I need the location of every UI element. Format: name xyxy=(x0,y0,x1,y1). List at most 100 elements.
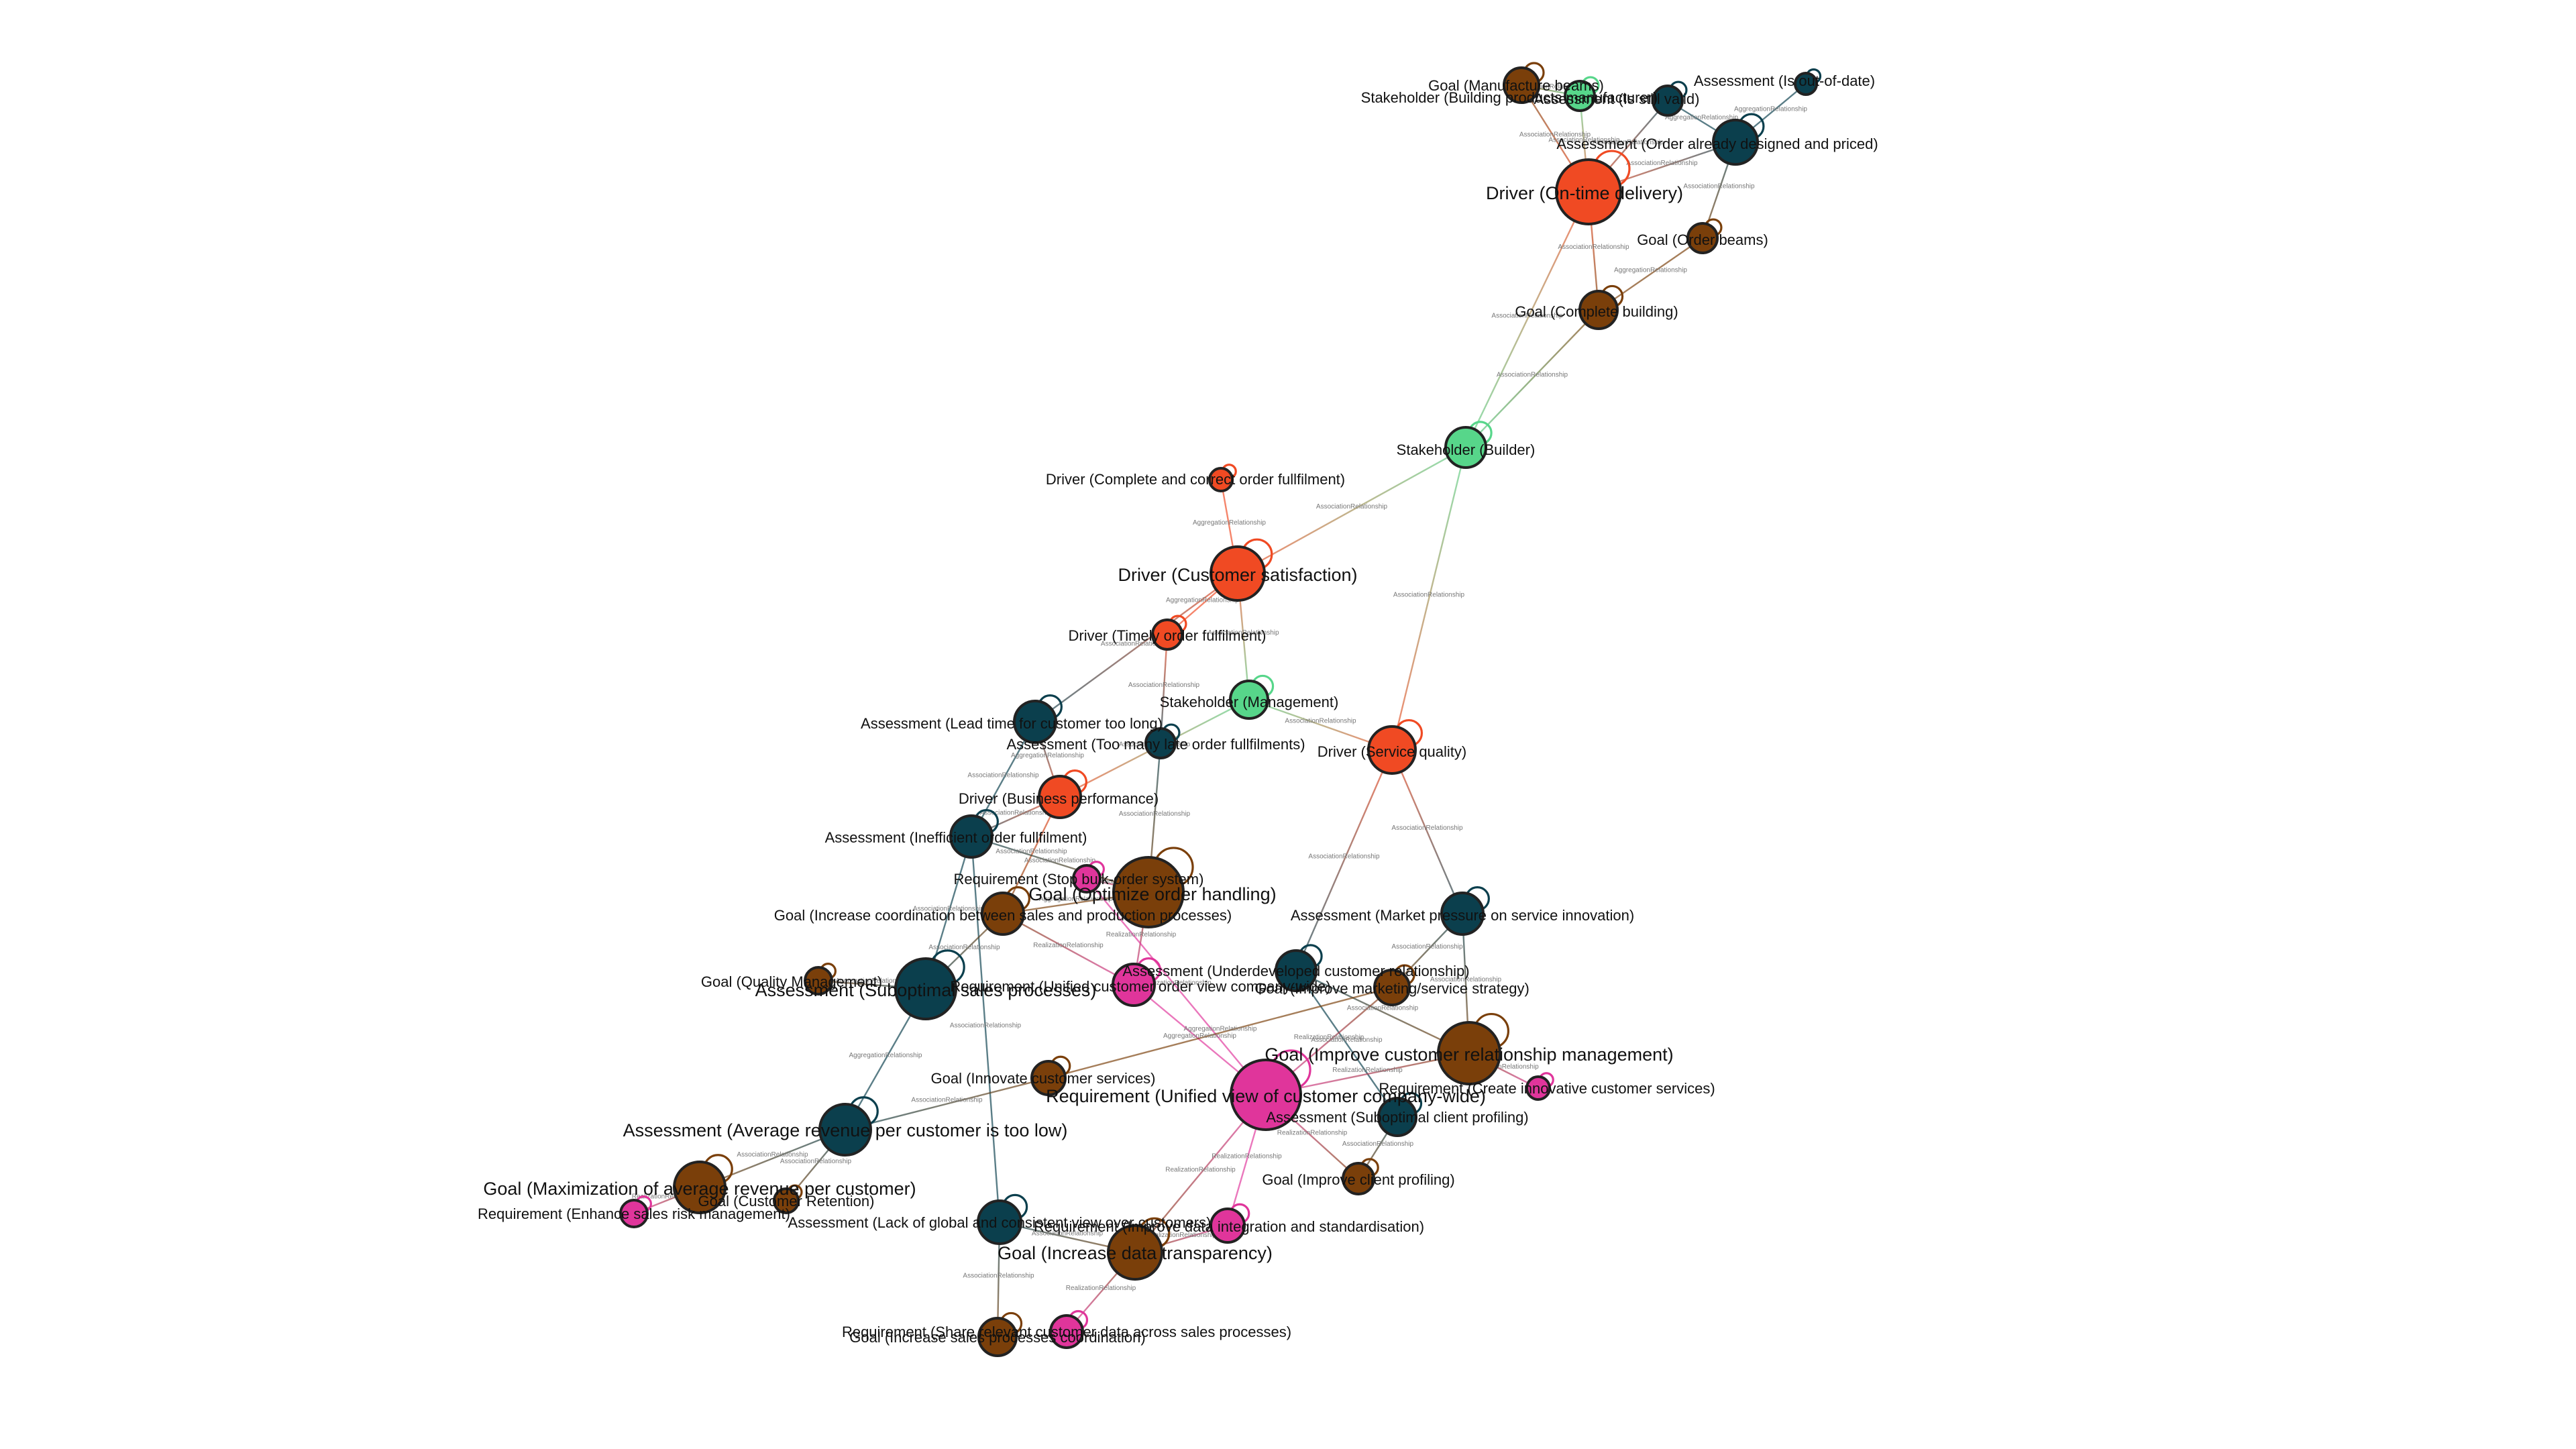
edge-label: AssociationRelationship xyxy=(1593,139,1664,146)
node-label: Goal (Improve customer relationship mana… xyxy=(1265,1044,1673,1065)
node-label: Requirement (Improve data integration an… xyxy=(1034,1218,1424,1235)
node-label: Assessment (Lead time for customer too l… xyxy=(861,715,1163,732)
assessment-node[interactable] xyxy=(1275,949,1318,992)
edge-label: RealizationRelationship xyxy=(632,1193,702,1201)
edge-label: AssociationRelationship xyxy=(1128,682,1200,689)
stakeholder-node[interactable] xyxy=(1564,80,1596,112)
node-label: Requirement (Unified view of customer co… xyxy=(1046,1086,1486,1106)
assessment-node[interactable] xyxy=(1377,1097,1417,1137)
goal-node[interactable] xyxy=(804,966,833,996)
node-label: Assessment (Market pressure on service i… xyxy=(1291,907,1634,924)
driver-node[interactable] xyxy=(1208,467,1234,492)
assessment-node[interactable] xyxy=(949,814,994,859)
edge-associationrelationship xyxy=(1295,749,1393,971)
goal-node[interactable] xyxy=(977,1317,1018,1357)
node-label: Requirement (Unified customer order view… xyxy=(950,978,1330,995)
edge-associationrelationship xyxy=(1464,191,1590,448)
edge-label: AssociationRelationship xyxy=(1316,503,1388,511)
edge-label: AggregationRelationship xyxy=(1614,267,1687,274)
assessment-node[interactable] xyxy=(977,1199,1022,1245)
edge-label: AssociationRelationship xyxy=(1342,1140,1414,1148)
goal-node[interactable] xyxy=(773,1187,800,1214)
edge-associationrelationship xyxy=(1237,446,1466,575)
edge-label: AssociationRelationship xyxy=(1519,131,1591,139)
node-label: Driver (Business performance) xyxy=(959,790,1159,807)
assessment-node[interactable] xyxy=(818,1103,872,1157)
requirement-node[interactable] xyxy=(1112,963,1156,1007)
assessment-node[interactable] xyxy=(1652,85,1684,117)
edge-associationrelationship xyxy=(1465,309,1599,448)
requirement-node[interactable] xyxy=(1049,1314,1084,1349)
node-label: Requirement (Share relevant customer dat… xyxy=(842,1324,1291,1340)
edge-label: AggregationRelationship xyxy=(1166,597,1239,604)
edge-label: AssociationRelationship xyxy=(980,810,1052,817)
assessment-node[interactable] xyxy=(1013,700,1057,744)
edge-associationrelationship xyxy=(970,836,1001,1223)
assessment-node[interactable] xyxy=(1712,119,1759,166)
driver-node[interactable] xyxy=(1367,725,1417,775)
edge-label: AssociationRelationship xyxy=(737,1151,808,1159)
edge-label: AssociationRelationship xyxy=(1626,160,1698,167)
edge-label: AssociationRelationship xyxy=(1119,810,1191,818)
edge-label: AssociationRelationship xyxy=(1515,83,1587,91)
goal-node[interactable] xyxy=(981,892,1025,936)
assessment-node[interactable] xyxy=(1144,727,1177,759)
node-label: Assessment (Suboptimal client profiling) xyxy=(1266,1109,1528,1126)
node-label: Goal (Maximization of average revenue pe… xyxy=(483,1179,916,1199)
node-label: Goal (Quality Management) xyxy=(701,973,882,990)
driver-node[interactable] xyxy=(1151,619,1183,651)
edge-label: RealizationRelationship xyxy=(1141,979,1212,987)
goal-node[interactable] xyxy=(1107,1224,1163,1281)
edge-label: AssociationRelationship xyxy=(950,1022,1022,1030)
edge-label: AggregationRelationship xyxy=(1039,896,1112,903)
goal-node[interactable] xyxy=(1030,1060,1067,1096)
goal-node[interactable] xyxy=(1686,222,1719,254)
requirement-node[interactable] xyxy=(1230,1059,1302,1131)
edge-associationrelationship xyxy=(1391,447,1467,751)
requirement-node[interactable] xyxy=(1210,1208,1246,1244)
driver-node[interactable] xyxy=(1038,775,1082,819)
edge-label: AssociationRelationship xyxy=(1101,641,1173,648)
edge-label: RealizationRelationship xyxy=(1165,1167,1236,1174)
requirement-node[interactable] xyxy=(1525,1075,1551,1101)
edge-label: AssociationRelationship xyxy=(928,944,1000,951)
node-label: Assessment (Inefficient order fullfilmen… xyxy=(825,829,1087,846)
goal-node[interactable] xyxy=(1342,1162,1375,1195)
requirement-node[interactable] xyxy=(1072,864,1102,894)
edge-label: AssociationRelationship xyxy=(1032,1230,1104,1238)
node-label: Goal (Improve client profiling) xyxy=(1262,1171,1454,1188)
stakeholder-node[interactable] xyxy=(1229,680,1269,720)
goal-node[interactable] xyxy=(1112,856,1185,928)
goal-node[interactable] xyxy=(1578,290,1619,330)
edge-label: AssociationRelationship xyxy=(1497,372,1568,379)
edge-realizationrelationship xyxy=(1086,878,1267,1095)
driver-node[interactable] xyxy=(1210,545,1266,602)
edge-label: AssociationRelationship xyxy=(1491,313,1563,320)
edge-label: AssociationRelationship xyxy=(1308,853,1380,861)
driver-node[interactable] xyxy=(1555,158,1622,225)
goal-node[interactable] xyxy=(1437,1021,1501,1085)
edge-associationrelationship xyxy=(1295,970,1398,1118)
goal-node[interactable] xyxy=(1373,969,1411,1006)
node-label: Assessment (Is still valid) xyxy=(1534,91,1700,107)
node-label: Goal (Increase sales processes coordinat… xyxy=(849,1329,1145,1346)
requirement-node[interactable] xyxy=(619,1199,649,1228)
assessment-node[interactable] xyxy=(1440,892,1485,936)
edge-label: AssociationRelationship xyxy=(913,906,985,913)
edge-label: AssociationRelationship xyxy=(996,848,1067,855)
goal-node[interactable] xyxy=(1503,66,1540,104)
stakeholder-node[interactable] xyxy=(1444,426,1487,469)
edge-label: RealizationRelationship xyxy=(1033,942,1104,949)
edge-label: RealizationRelationship xyxy=(1468,1063,1539,1071)
goal-node[interactable] xyxy=(673,1161,727,1214)
edge-associationrelationship xyxy=(1034,573,1238,722)
edge-label: RealizationRelationship xyxy=(1146,1232,1217,1239)
assessment-node[interactable] xyxy=(894,957,957,1020)
node-label: Stakeholder (Builder) xyxy=(1397,441,1536,458)
node-labels-layer: Goal (Manufacture beams)Stakeholder (Bui… xyxy=(478,72,1878,1346)
assessment-node[interactable] xyxy=(1794,72,1818,96)
edge-label: AssociationRelationship xyxy=(1208,629,1279,637)
edge-label: AssociationRelationship xyxy=(1430,976,1502,983)
edge-label: AggregationRelationship xyxy=(1011,752,1084,759)
node-label: Assessment (Suboptimal sales processes) xyxy=(755,980,1097,1000)
